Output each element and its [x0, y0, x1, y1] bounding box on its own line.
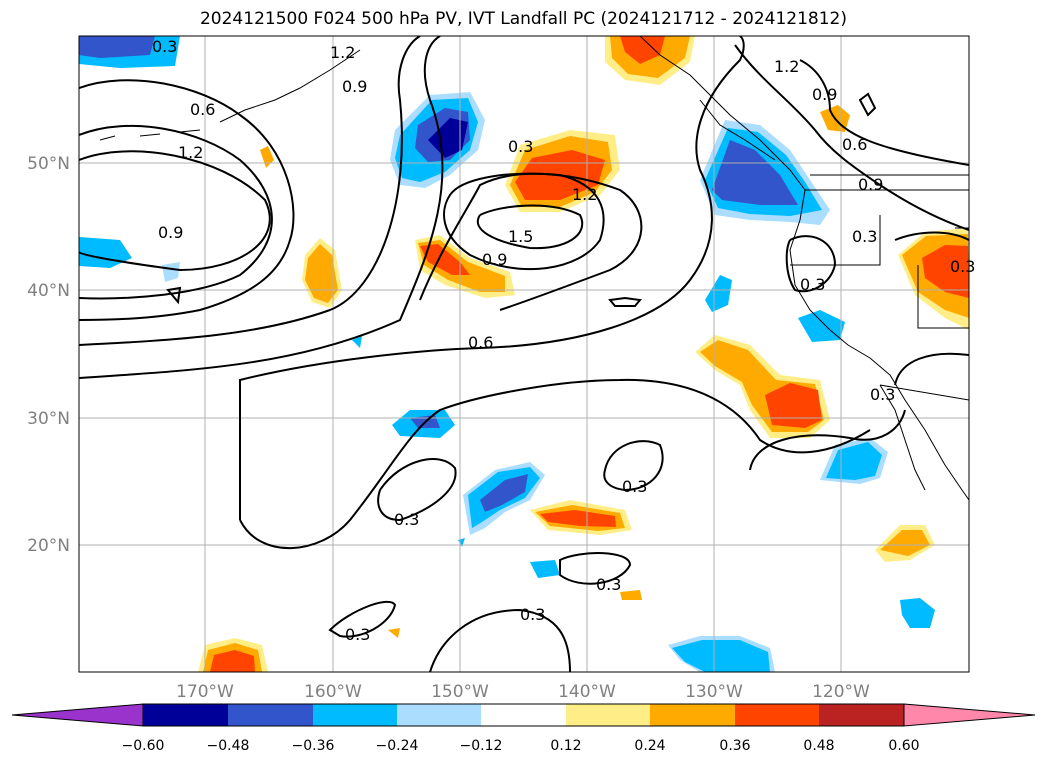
- colorbar-tick: −0.24: [376, 738, 419, 754]
- pv-anomaly-shading: [79, 36, 969, 672]
- colorbar-segment: [650, 704, 735, 726]
- colorbar-tick: −0.60: [122, 738, 165, 754]
- colorbar-tick: −0.36: [292, 738, 335, 754]
- contour-label: 0.3: [394, 510, 419, 529]
- colorbar-segment: [819, 704, 904, 726]
- coastlines: [99, 36, 969, 501]
- lon-label: 140°W: [558, 682, 616, 702]
- map-frame: [78, 35, 970, 673]
- contour-label: 0.6: [190, 100, 215, 119]
- lat-label: 30°N: [27, 409, 70, 429]
- lon-label: 160°W: [304, 682, 362, 702]
- shade-neg: [530, 560, 560, 578]
- shade-pos-strong: [210, 650, 255, 672]
- contour-label: 0.3: [152, 37, 177, 56]
- contour-label: 0.3: [852, 227, 877, 246]
- contour-label: 0.9: [158, 223, 183, 242]
- lat-label: 50°N: [27, 154, 70, 174]
- colorbar-tick: 0.12: [550, 738, 581, 754]
- shade-neg: [798, 310, 845, 342]
- colorbar: −0.60 −0.48 −0.36 −0.24 −0.12 0.12 0.24 …: [11, 703, 1036, 754]
- colorbar-segment: [481, 704, 566, 726]
- shade-neg: [672, 640, 770, 672]
- colorbar-segment: [313, 704, 397, 726]
- shade-neg: [900, 598, 935, 628]
- colorbar-segment: [143, 704, 228, 726]
- shade-neg: [352, 336, 362, 348]
- colorbar-extend-max: [903, 703, 1036, 727]
- lon-label: 130°W: [685, 682, 743, 702]
- shade-neg-strong: [480, 474, 528, 512]
- lon-label: 150°W: [431, 682, 489, 702]
- colorbar-extend-min: [11, 703, 144, 727]
- lat-lon-grid: [79, 36, 969, 672]
- colorbar-segment: [566, 704, 650, 726]
- shade-neg-strong: [79, 36, 155, 58]
- shade-pos: [388, 628, 400, 638]
- shade-pos: [880, 530, 930, 556]
- colorbar-tick: 0.24: [634, 738, 665, 754]
- contour-label: 0.3: [596, 575, 621, 594]
- contour-label: 0.3: [800, 275, 825, 294]
- colorbar-tick: 0.36: [719, 738, 750, 754]
- pv-contours: [79, 36, 969, 672]
- contour-label: 1.2: [330, 43, 355, 62]
- contour-label: 0.3: [870, 385, 895, 404]
- contour-label: 0.9: [342, 77, 367, 96]
- colorbar-tick: 0.60: [888, 738, 919, 754]
- contour-label: 1.2: [178, 143, 203, 162]
- colorbar-tick: −0.48: [207, 738, 250, 754]
- colorbar-segment: [397, 704, 481, 726]
- contour-labels: 0.3 1.2 0.9 0.6 1.2 0.9 0.3 1.2 1.5 0.9 …: [152, 37, 975, 644]
- contour-label: 0.3: [520, 605, 545, 624]
- shade-pos: [305, 244, 338, 303]
- shade-neg-max: [428, 118, 468, 158]
- shade-pos-strong: [420, 244, 470, 275]
- lon-label: 170°W: [176, 682, 234, 702]
- shade-pos-strong: [620, 36, 665, 64]
- contour-label: 0.6: [842, 135, 867, 154]
- contour-label: 0.9: [858, 175, 883, 194]
- shade-pos-strong: [922, 245, 969, 298]
- latitude-labels: 50°N 40°N 30°N 20°N: [27, 154, 70, 556]
- shade-neg: [705, 275, 732, 312]
- contour-label: 0.3: [508, 137, 533, 156]
- longitude-labels: 170°W 160°W 150°W 140°W 130°W 120°W: [176, 682, 870, 702]
- contour-label: 1.2: [572, 185, 597, 204]
- map-title: 2024121500 F024 500 hPa PV, IVT Landfall…: [199, 9, 847, 29]
- contour-label: 0.3: [950, 257, 975, 276]
- colorbar-tick: −0.12: [460, 738, 503, 754]
- shade-pos-strong: [540, 510, 616, 527]
- colorbar-segment: [228, 704, 313, 726]
- lon-label: 120°W: [812, 682, 870, 702]
- contour-label: 0.3: [622, 477, 647, 496]
- shade-neg-weak: [162, 262, 180, 282]
- shade-pos-strong: [765, 383, 822, 428]
- shade-neg: [826, 442, 882, 480]
- contour-label: 1.5: [508, 227, 533, 246]
- contour-label: 1.2: [774, 57, 799, 76]
- shade-neg-strong: [712, 140, 798, 205]
- contour-label: 0.9: [482, 250, 507, 269]
- shade-neg: [458, 538, 465, 547]
- colorbar-tick: 0.48: [803, 738, 834, 754]
- contour-label: 0.6: [468, 333, 493, 352]
- contour-label: 0.9: [812, 85, 837, 104]
- contour-label: 0.3: [345, 625, 370, 644]
- shade-pos: [260, 146, 274, 168]
- shade-pos: [620, 590, 642, 600]
- lat-label: 40°N: [27, 281, 70, 301]
- lat-label: 20°N: [27, 536, 70, 556]
- colorbar-segment: [735, 704, 819, 726]
- shade-neg: [79, 237, 132, 268]
